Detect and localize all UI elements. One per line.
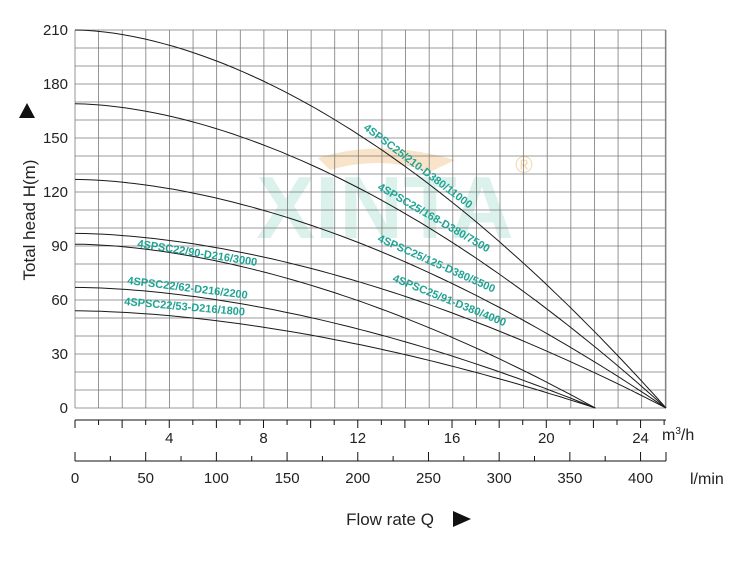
x-tick-label-lmin: 50 (137, 470, 154, 487)
x-tick-label-lmin: 250 (416, 470, 441, 487)
y-tick-label: 30 (51, 346, 68, 363)
series-label-7: 4SPSC22/53-D216/1800 (124, 296, 246, 319)
x-tick-label-m3h: 20 (538, 430, 555, 447)
x-tick-label-lmin: 200 (345, 470, 370, 487)
y-tick-label: 180 (43, 76, 68, 93)
y-tick-label: 60 (51, 292, 68, 309)
curve-series-1 (74, 29, 667, 409)
y-tick-label: 0 (60, 400, 68, 417)
brand-watermark: XINTA ® (256, 148, 533, 257)
x-axis-unit-lmin: l/min (690, 471, 724, 488)
x-tick-label-lmin: 350 (557, 470, 582, 487)
curve-series-2 (74, 103, 667, 409)
y-axis-title: Total head H(m) (20, 160, 39, 281)
curve-series-5 (74, 243, 596, 409)
curve-series-4 (74, 232, 667, 409)
performance-curves (74, 29, 667, 409)
x-tick-label-lmin: 150 (275, 470, 300, 487)
registered-mark: ® (515, 152, 533, 179)
y-tick-label: 120 (43, 184, 68, 201)
x-tick-label-lmin: 300 (487, 470, 512, 487)
watermark-text: XINTA (256, 158, 513, 257)
curve-series-6 (74, 286, 596, 409)
x-axis-lmin: 0 50 100 150 200 250 300 350 400 l/min (71, 452, 724, 488)
y-tick-label: 210 (43, 22, 68, 39)
y-axis-ticks: 0 30 60 90 120 150 180 210 (43, 22, 68, 417)
curve-series-7 (74, 310, 596, 409)
curve-series-3 (74, 178, 667, 409)
x-tick-label-m3h: 4 (165, 430, 173, 447)
y-tick-label: 90 (51, 238, 68, 255)
x-tick-label-m3h: 24 (632, 430, 649, 447)
x-tick-label-lmin: 100 (204, 470, 229, 487)
x-tick-label-m3h: 12 (349, 430, 366, 447)
y-axis-arrow-icon (19, 103, 35, 118)
x-tick-label-lmin: 400 (628, 470, 653, 487)
chart-grid (74, 29, 667, 409)
x-axis-unit-m3h: m3/h (662, 426, 694, 444)
x-tick-label-m3h: 8 (259, 430, 267, 447)
x-axis-title: Flow rate Q (346, 510, 434, 529)
x-tick-label-m3h: 16 (444, 430, 461, 447)
y-tick-label: 150 (43, 130, 68, 147)
x-tick-label-lmin: 0 (71, 470, 79, 487)
x-axis-arrow-icon (453, 511, 471, 527)
watermark-swoosh-icon (318, 148, 455, 172)
x-axis-m3h: 4 8 12 16 20 24 m3/h (74, 419, 694, 447)
